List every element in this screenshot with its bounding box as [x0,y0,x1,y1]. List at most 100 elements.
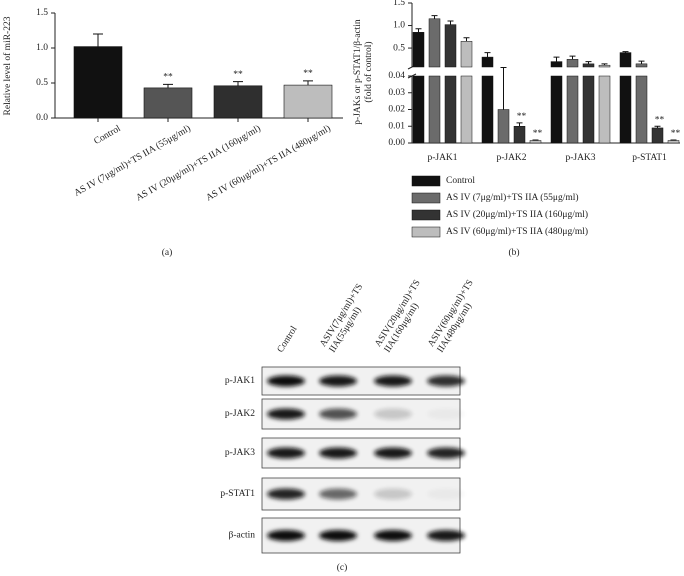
error-bar [532,139,539,141]
error-bar [500,66,507,110]
bar [651,127,664,144]
y-tick-label: 0.5 [393,43,405,53]
y-tick-label: 1.5 [36,8,48,18]
error-bar [654,125,661,128]
y-tick-label: 0.0 [36,113,48,123]
error-bar [415,28,422,33]
significance: ** [533,129,543,139]
error-bar [601,63,608,66]
bar [566,59,579,68]
bar [481,75,494,144]
blot-band [319,408,357,420]
bar [513,126,526,144]
blot-band [427,375,465,387]
blot-band [319,447,357,459]
blot-band [374,447,412,459]
bar [550,61,563,68]
legend-swatch [411,226,441,238]
blot-band [374,408,412,420]
panel-label: (c) [337,562,348,573]
column-label: ASIV(7μg/ml)+TSIIA(55μg/ml) [318,282,375,355]
blot-band [267,447,305,459]
blot-band [427,530,465,541]
error-bar [484,52,491,58]
x-tick-label: p-STAT1 [632,153,667,163]
blot-band [267,530,305,541]
row-label: p-STAT1 [220,489,255,499]
x-tick-label: AS IV (60μg/ml)+TS IIA (480μg/ml) [204,123,333,204]
y-tick-label: 1.5 [393,0,405,8]
error-bar [622,51,629,53]
bar [460,75,473,144]
error-bar [585,61,592,64]
bar [481,56,494,68]
bar [566,75,579,144]
column-label: ASIV(60μg/ml)+TSIIA(480μg/ml) [426,278,485,355]
bar [412,75,425,144]
error-bar [638,60,645,64]
error-bar [569,55,576,60]
y-tick-label: 1.0 [36,43,48,53]
bar [582,63,595,68]
error-bar [93,33,103,47]
x-tick-label: p-JAK2 [496,153,526,163]
blot-band [319,530,357,541]
blot-band [319,375,357,387]
x-tick-label: AS IV (7μg/ml)+TS IIA (55μg/ml) [72,123,192,199]
bar [598,64,611,68]
blot-band [267,375,305,387]
blot-band [319,488,357,500]
x-tick-label: p-JAK1 [427,153,457,163]
significance: ** [233,70,243,80]
significance: ** [671,129,681,139]
bar [444,75,457,144]
legend-swatch [411,192,441,204]
significance: ** [655,115,665,125]
y-axis-label: p-JAKs or p-STAT1/β-actin [353,19,363,125]
blot-band [374,488,412,500]
panel-label: (a) [162,247,173,258]
y-tick-label: 0.04 [388,71,405,81]
bar [582,75,595,144]
column-label: Control [276,325,300,355]
error-bar [447,20,454,25]
significance: ** [517,112,527,122]
error-bar [303,80,313,86]
bar [283,84,333,119]
error-bar [553,56,560,62]
y-tick-label: 0.5 [36,78,48,88]
y-axis-label: Relative level of miR-223 [2,16,13,115]
column-label-line: Control [276,325,300,355]
row-label: p-JAK3 [225,448,255,458]
legend-label: AS IV (20μg/ml)+TS IIA (160μg/ml) [446,209,588,220]
legend-label: AS IV (60μg/ml)+TS IIA (480μg/ml) [446,226,588,237]
bar [412,32,425,68]
x-tick-label: p-JAK3 [565,153,595,163]
blot-band [427,409,465,420]
legend-swatch [411,175,441,187]
x-tick-label: AS IV (20μg/ml)+TS IIA (160μg/ml) [134,123,263,204]
row-label: p-JAK2 [225,409,255,419]
legend-label: Control [446,176,475,186]
bar [428,18,441,68]
blot-band [427,489,465,500]
legend-swatch [411,209,441,221]
error-bar [431,15,438,19]
error-bar [670,139,677,141]
bar [143,87,193,119]
row-label: β-actin [229,531,256,541]
y-tick-label: 1.0 [393,21,405,31]
blot-band [267,488,305,500]
panel-label: (b) [508,247,519,258]
bar [667,140,680,144]
bar [529,140,542,144]
error-bar [233,81,243,86]
blot-band [374,530,412,541]
y-axis-label: (fold of control) [363,41,374,102]
bar [497,109,510,144]
bar [73,46,123,119]
y-tick-label: 0.01 [388,121,405,131]
blot-band [374,375,412,387]
error-bar [463,37,470,42]
